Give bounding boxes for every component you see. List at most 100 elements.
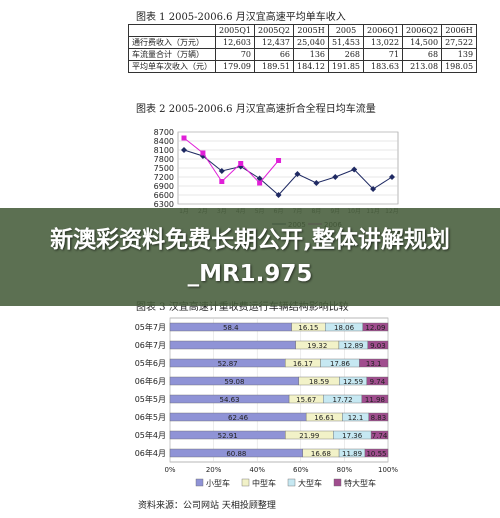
bar-data-label: 9.74 — [370, 378, 386, 386]
bar-category-label: 05年5月 — [135, 394, 166, 404]
table-cell: 191.85 — [328, 60, 365, 73]
bar-category-label: 06年6月 — [135, 376, 166, 386]
bar-data-label: 19.32 — [307, 342, 327, 350]
bar-category-label: 05年7月 — [135, 322, 166, 332]
bar-x-tick-label: 20% — [206, 466, 222, 474]
bar-data-label: 59.08 — [224, 378, 244, 386]
bar-data-label: 9.03 — [370, 342, 386, 350]
bar-data-label: 17.36 — [342, 432, 363, 440]
line-y-tick-label: 7200 — [154, 173, 174, 182]
bar-category-label: 05年6月 — [135, 358, 166, 368]
bar-segment-特大型车 — [366, 376, 389, 386]
overlay-banner: 新澳彩资料免费长期公开,整体讲解规划_MR1.975 — [0, 208, 500, 306]
bar-data-label: 60.88 — [226, 450, 246, 458]
bar-data-label: 62.46 — [228, 414, 249, 422]
line-y-tick-label: 6600 — [154, 191, 174, 200]
line-point-2005 — [313, 180, 320, 186]
line-point-2006 — [238, 161, 244, 166]
line-point-2005 — [389, 174, 395, 180]
source-note: 资料来源：公司网站 天相投顾整理 — [138, 501, 276, 511]
bar-data-label: 18.59 — [309, 378, 329, 386]
line-point-2005 — [294, 171, 301, 177]
bar-data-label: 15.67 — [296, 396, 316, 404]
bar-data-label: 12.59 — [343, 378, 363, 386]
table-cell: 12,437 — [254, 36, 295, 49]
figure2-title: 图表 2 2005-2006.6 月汉宜高速折合全程日均车流量 — [136, 104, 376, 115]
bar-data-label: 16.68 — [311, 450, 331, 458]
line-point-2005 — [370, 186, 377, 192]
bar-data-label: 10.55 — [366, 450, 386, 458]
figure1-title: 图表 1 2005-2006.6 月汉宜高速平均单车收入 — [136, 12, 346, 23]
bar-legend-swatch — [195, 478, 204, 487]
line-point-2005 — [275, 192, 282, 198]
bar-data-label: 11.89 — [342, 450, 362, 458]
bar-data-label: 52.87 — [218, 360, 238, 368]
table-row-header: 平均单车次收入（元） — [128, 60, 216, 73]
line-series-2006 — [183, 137, 279, 184]
bar-legend-swatch — [287, 478, 296, 487]
bar-segment-特大型车 — [364, 448, 389, 458]
table-row: 平均单车次收入（元） 179.09 189.51 184.12 191.85 1… — [128, 60, 478, 73]
line-point-2005 — [332, 174, 339, 180]
bar-x-tick-label: 40% — [249, 466, 265, 474]
bar-data-label: 16.17 — [293, 360, 313, 368]
bar-data-label: 16.15 — [298, 324, 318, 332]
line-point-2006 — [276, 158, 282, 163]
bar-segment-小型车 — [169, 340, 296, 350]
bar-data-label: 13.1 — [366, 360, 382, 368]
banner-text: 新澳彩资料免费长期公开,整体讲解规划_MR1.975 — [50, 227, 450, 287]
bar-legend-label: 特大型车 — [344, 478, 376, 488]
bar-segment-特大型车 — [370, 430, 389, 440]
bar-plot-area — [169, 317, 389, 463]
bar-legend-swatch — [333, 478, 342, 487]
bar-x-tick-label: 60% — [293, 466, 309, 474]
bar-data-label: 21.99 — [299, 432, 319, 440]
line-y-tick-label: 8400 — [154, 137, 174, 146]
bar-data-label: 17.72 — [333, 396, 353, 404]
line-point-2006 — [181, 135, 187, 141]
bar-data-label: 12.09 — [365, 324, 385, 332]
table-cell: 183.63 — [363, 60, 404, 73]
bar-data-label: 17.86 — [330, 360, 351, 368]
bar-segment-特大型车 — [367, 340, 389, 350]
bar-category-label: 06年5月 — [135, 412, 166, 422]
bar-data-label: 8.83 — [371, 414, 387, 422]
bar-x-tick-label: 100% — [378, 466, 398, 474]
table-cell: 68 — [402, 48, 443, 61]
line-point-2006 — [200, 150, 206, 156]
table-cell: 189.51 — [254, 60, 295, 73]
bar-segment-特大型车 — [362, 322, 389, 332]
bar-category-label: 05年4月 — [135, 430, 166, 440]
table-row: 通行费收入（万元） 12,603 12,437 25,040 51,453 13… — [128, 36, 478, 49]
line-point-2005 — [181, 147, 187, 153]
line-y-tick-label: 8100 — [154, 146, 174, 155]
bar-data-label: 11.98 — [365, 396, 385, 404]
line-y-tick-label: 8700 — [154, 128, 174, 137]
line-y-tick-label: 6300 — [154, 200, 174, 209]
table-cell: 139 — [441, 48, 478, 61]
table-header-row: 2005Q1 2005Q2 2005H 2005 2006Q1 2006Q2 2… — [128, 24, 478, 37]
bar-data-label: 52.91 — [218, 432, 238, 440]
bar-data-label: 12.1 — [348, 414, 364, 422]
bar-data-label: 12.89 — [343, 342, 363, 350]
bar-legend-swatch — [241, 478, 250, 487]
line-point-2005 — [218, 168, 225, 174]
table-cell: 198.05 — [441, 60, 478, 73]
bar-category-label: 06年4月 — [135, 448, 166, 458]
line-point-2005 — [256, 175, 263, 182]
line-point-2006 — [219, 179, 225, 184]
table-cell: 213.08 — [402, 60, 443, 73]
bar-legend-label: 小型车 — [206, 478, 230, 488]
revenue-table: 2005Q1 2005Q2 2005H 2005 2006Q1 2006Q2 2… — [128, 24, 478, 73]
bar-x-tick-label: 80% — [337, 466, 353, 474]
bar-segment-特大型车 — [361, 394, 389, 404]
line-y-tick-label: 7500 — [154, 164, 174, 173]
bar-segment-特大型车 — [368, 412, 389, 422]
bar-category-label: 06年7月 — [135, 340, 166, 350]
line-series-2005 — [183, 149, 393, 196]
line-point-2005 — [351, 166, 358, 173]
bar-data-label: 18.06 — [334, 324, 355, 332]
bar-data-label: 58.4 — [223, 324, 239, 332]
